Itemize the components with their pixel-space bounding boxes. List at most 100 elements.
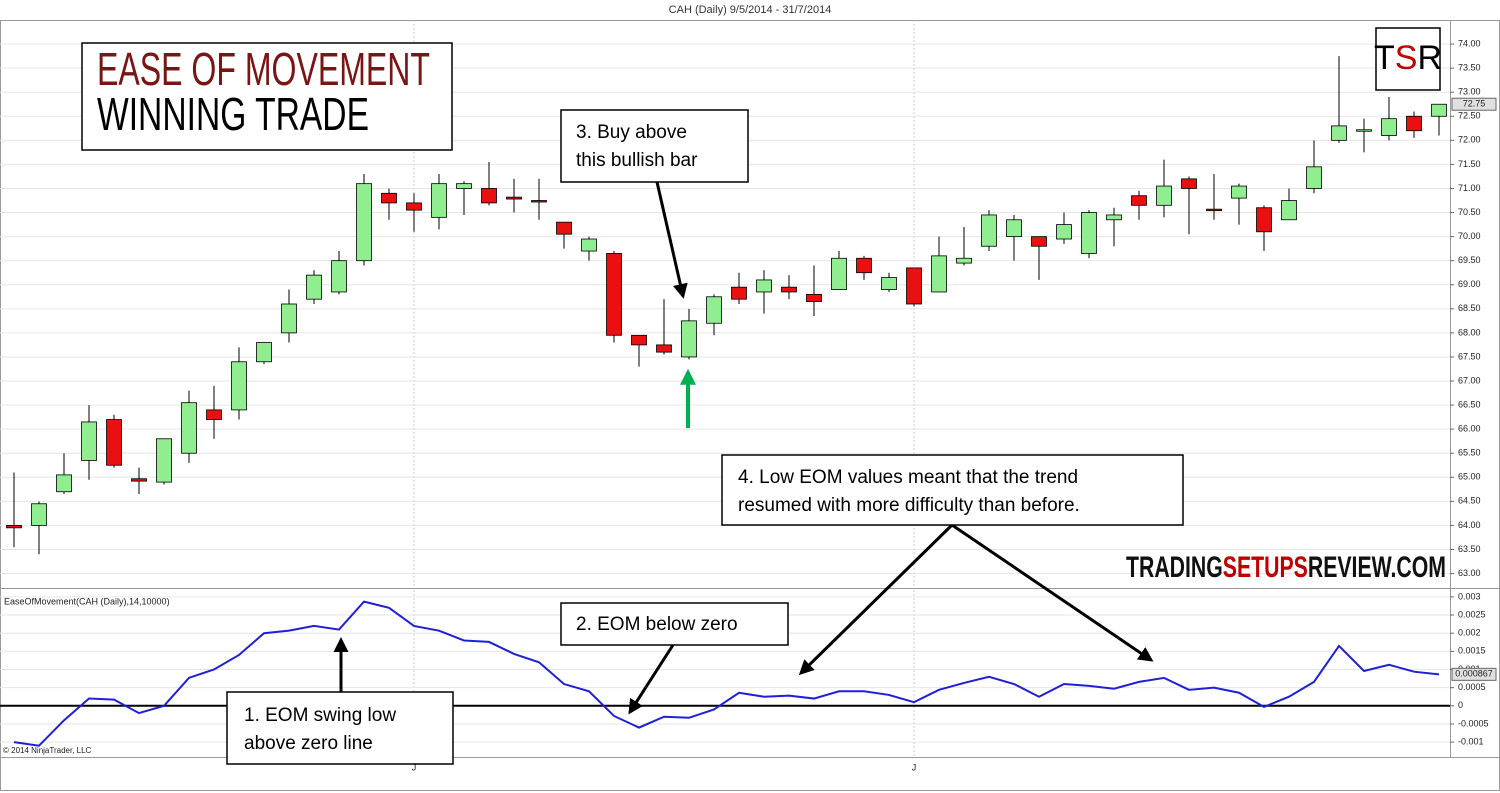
candle-body: [206, 409, 222, 420]
headline-box: [81, 42, 453, 151]
y-tick-label: 0.002: [1458, 628, 1481, 638]
logo-part: S: [1395, 39, 1418, 77]
y-tick-label: 0.0015: [1458, 646, 1486, 656]
credit: © 2014 NinjaTrader, LLC: [3, 746, 92, 755]
candle-body: [631, 334, 647, 346]
candle-body: [806, 293, 822, 302]
y-tick-label: 64.50: [1458, 496, 1481, 506]
candle-body: [1281, 200, 1297, 221]
candle-body: [31, 503, 47, 526]
candle-body: [131, 478, 147, 482]
y-tick-label: 73.50: [1458, 63, 1481, 73]
candle-body: [1056, 224, 1072, 240]
annotation: above zero line: [244, 733, 373, 754]
value-label-box: [1451, 667, 1497, 681]
annotation: resumed with more difficulty than before…: [738, 495, 1080, 516]
candle-body: [1331, 125, 1347, 141]
candle-body: [306, 274, 322, 300]
chart-title: CAH (Daily) 9/5/2014 - 31/7/2014: [669, 4, 832, 16]
x-tick-label: J: [912, 762, 917, 772]
watermark-part: SETUPS: [1223, 551, 1308, 584]
candle-body: [1256, 207, 1272, 233]
logo: TSR: [1374, 39, 1442, 77]
y-tick-label: 0.003: [1458, 591, 1481, 601]
y-tick-label: 71.50: [1458, 159, 1481, 169]
candle-body: [181, 402, 197, 454]
candle-body: [1131, 195, 1147, 206]
indicator-line: [13, 600, 1440, 747]
y-tick-label: 72.00: [1458, 135, 1481, 145]
annotation: this bullish bar: [576, 150, 698, 171]
candle-body: [581, 238, 597, 252]
marks: [0, 56, 1450, 747]
candle-body: [656, 344, 672, 353]
candle-body: [556, 221, 572, 235]
y-tick-label: 70.50: [1458, 207, 1481, 217]
arrow: [798, 523, 954, 676]
y-tick-label: 66.00: [1458, 424, 1481, 434]
value-label: 72.75: [1463, 99, 1486, 109]
y-tick-label: 73.00: [1458, 87, 1481, 97]
arrow: [655, 181, 688, 299]
candle-body: [1106, 214, 1122, 221]
candle-body: [1206, 208, 1222, 212]
candle-body: [756, 279, 772, 293]
y-tick-label: 0.0005: [1458, 682, 1486, 692]
y-tick-label: 63.50: [1458, 544, 1481, 554]
candle-body: [956, 257, 972, 264]
candle-body: [256, 342, 272, 363]
candle-body: [281, 303, 297, 334]
annotation-box: [560, 109, 749, 183]
candle-body: [456, 183, 472, 189]
candle-body: [681, 320, 697, 358]
y-tick-label: 67.50: [1458, 351, 1481, 361]
candle-body: [706, 296, 722, 324]
y-tick-label: 67.00: [1458, 375, 1481, 385]
y-tick-label: -0.0005: [1458, 718, 1489, 728]
logo-part: T: [1374, 39, 1395, 77]
y-tick-label: 69.00: [1458, 279, 1481, 289]
headline: EASE OF MOVEMENT: [97, 43, 430, 95]
candle-body: [356, 183, 372, 262]
y-tick-label: 71.00: [1458, 183, 1481, 193]
y-tick-label: 66.50: [1458, 399, 1481, 409]
annotation: 2. EOM below zero: [576, 614, 738, 635]
candle-body: [931, 255, 947, 293]
y-tick-label: 70.00: [1458, 231, 1481, 241]
y-tick-label: 69.50: [1458, 255, 1481, 265]
logo-part: R: [1417, 39, 1442, 77]
candle-body: [1381, 118, 1397, 136]
candle-body: [331, 260, 347, 293]
annotation: 4. Low EOM values meant that the trend: [738, 467, 1078, 488]
annotation-box: [560, 602, 789, 646]
candle-body: [1306, 166, 1322, 189]
candle-body: [1081, 212, 1097, 254]
candle-body: [1356, 129, 1372, 132]
y-tick-label: 68.50: [1458, 303, 1481, 313]
y-tick-label: 65.50: [1458, 448, 1481, 458]
candle-body: [981, 214, 997, 247]
indicator-title: EaseOfMovement(CAH (Daily),14,10000): [4, 596, 170, 606]
headline: WINNING TRADE: [97, 88, 369, 140]
y-tick-label: 74.00: [1458, 38, 1481, 48]
candle-body: [1156, 185, 1172, 206]
candle-body: [856, 257, 872, 274]
candle-body: [1406, 115, 1422, 132]
y-tick-label: 68.00: [1458, 327, 1481, 337]
y-tick-label: 64.00: [1458, 520, 1481, 530]
candle-body: [1431, 103, 1447, 117]
candle-body: [481, 188, 497, 204]
watermark-part: REVIEW.COM: [1308, 551, 1446, 584]
candle-body: [1181, 178, 1197, 189]
y-tick-label: -0.001: [1458, 736, 1484, 746]
annotation-box: [226, 691, 454, 765]
y-tick-label: 0: [1458, 700, 1463, 710]
annotation: 1. EOM swing low: [244, 705, 396, 726]
y-tick-label: 65.00: [1458, 472, 1481, 482]
candle-body: [231, 361, 247, 411]
candle-body: [906, 267, 922, 305]
candle-body: [531, 200, 547, 203]
arrow: [951, 523, 1154, 662]
candle-body: [781, 286, 797, 293]
candle-body: [431, 183, 447, 218]
